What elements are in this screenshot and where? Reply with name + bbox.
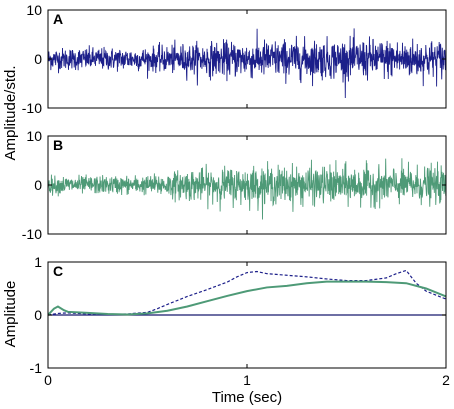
panel-letter-a: A	[53, 11, 63, 27]
panel-letter-c: C	[53, 263, 63, 279]
x-tick-label: 1	[243, 372, 251, 388]
y-tick-label: 10	[26, 128, 42, 144]
x-axis-label: Time (sec)	[212, 389, 282, 406]
panel-letter-b: B	[53, 137, 63, 153]
y-tick-label: 0	[34, 51, 42, 67]
y-tick-label: 1	[34, 254, 42, 270]
y-axis-label-top: Amplitude/std.	[2, 65, 19, 160]
y-tick-label: 10	[26, 2, 42, 18]
x-tick-label: 2	[442, 372, 450, 388]
trace-panel-a	[48, 28, 446, 98]
x-tick-label: 0	[44, 372, 52, 388]
y-tick-label: -10	[22, 100, 42, 116]
y-tick-label: 0	[34, 177, 42, 193]
y-tick-label: -10	[22, 226, 42, 242]
panel-a: -10 0 10 A	[22, 2, 447, 116]
y-tick-label: -1	[30, 360, 43, 376]
trace-panel-b	[48, 158, 446, 220]
series-line-1	[48, 269, 446, 316]
y-tick-label: 0	[34, 307, 42, 323]
panel-b: -10 0 10 B	[22, 128, 447, 242]
series-line-2	[48, 280, 446, 316]
y-axis-label-bottom: Amplitude	[2, 281, 19, 348]
